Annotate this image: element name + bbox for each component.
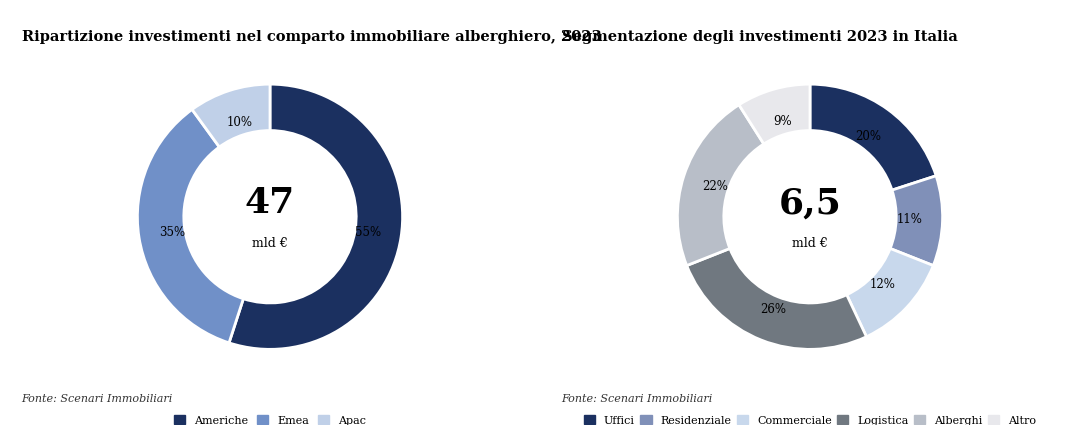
Text: Ripartizione investimenti nel comparto immobiliare alberghiero, 2023: Ripartizione investimenti nel comparto i…: [22, 30, 602, 44]
Wedge shape: [810, 84, 936, 190]
Text: 9%: 9%: [773, 115, 792, 128]
Text: 55%: 55%: [355, 226, 381, 239]
Text: 10%: 10%: [227, 116, 253, 129]
Wedge shape: [229, 84, 403, 349]
Text: mld €: mld €: [792, 237, 828, 250]
Text: Fonte: Scenari Immobiliari: Fonte: Scenari Immobiliari: [22, 394, 173, 404]
Wedge shape: [739, 84, 810, 144]
Text: 20%: 20%: [855, 130, 881, 143]
Wedge shape: [192, 84, 270, 147]
Text: 6,5: 6,5: [779, 187, 841, 221]
Text: 47: 47: [245, 187, 295, 221]
Wedge shape: [137, 110, 243, 343]
Wedge shape: [687, 249, 866, 349]
Text: 12%: 12%: [869, 278, 895, 291]
Text: Segmentazione degli investimenti 2023 in Italia: Segmentazione degli investimenti 2023 in…: [562, 30, 957, 44]
Text: 22%: 22%: [702, 179, 728, 193]
Text: 26%: 26%: [760, 303, 786, 316]
Legend: Uffici, Residenziale, Commerciale, Logistica, Alberghi, Altro: Uffici, Residenziale, Commerciale, Logis…: [579, 411, 1041, 425]
Text: mld €: mld €: [252, 237, 288, 250]
Wedge shape: [677, 105, 764, 266]
Text: Fonte: Scenari Immobiliari: Fonte: Scenari Immobiliari: [562, 394, 713, 404]
Wedge shape: [847, 249, 933, 337]
Legend: Americhe, Emea, Apac: Americhe, Emea, Apac: [170, 411, 370, 425]
Wedge shape: [890, 176, 943, 266]
Text: 35%: 35%: [159, 226, 185, 239]
Text: 11%: 11%: [896, 213, 922, 227]
